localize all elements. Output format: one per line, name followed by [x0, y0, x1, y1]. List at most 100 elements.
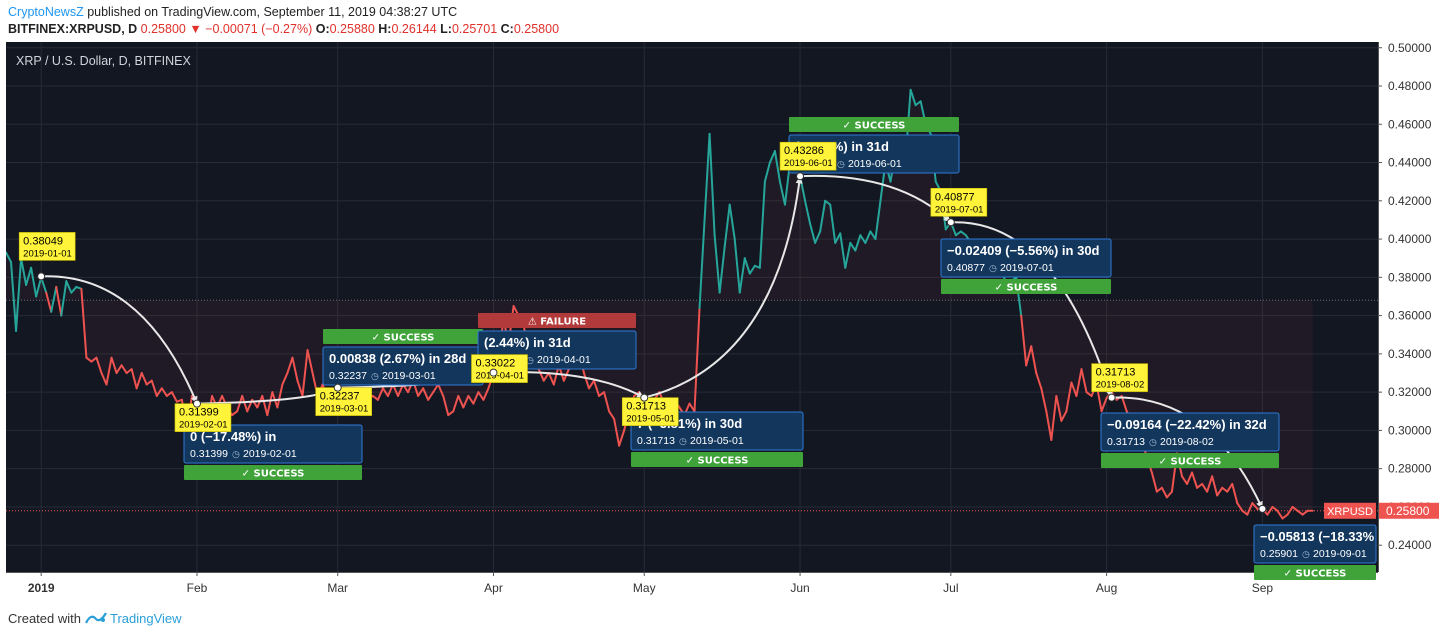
clock-icon: ◷: [232, 450, 240, 460]
price-segment: [864, 230, 872, 244]
chart-area[interactable]: 0.240000.260000.280000.300000.320000.340…: [5, 41, 1440, 600]
change-text: 0.00838 (2.67%) in 28d: [329, 351, 466, 366]
change-text: −0.05813 (−18.33%: [1260, 529, 1375, 544]
price-segment: [281, 372, 289, 386]
change-text: 0 (−17.48%) in: [190, 429, 276, 444]
point-dot: [1107, 393, 1116, 402]
price-segment: [1271, 505, 1279, 512]
price-segment: [613, 417, 621, 447]
end-price: 0.32237: [329, 370, 367, 382]
x-tick-label: May: [633, 581, 656, 595]
x-tick-label: Apr: [484, 581, 503, 595]
price-segment: [542, 372, 550, 382]
price-segment: [110, 356, 118, 375]
price-segment: [462, 394, 470, 409]
price-segment: [236, 394, 244, 413]
result-label: ✓ SUCCESS: [1284, 569, 1347, 580]
low-label: L:: [440, 22, 452, 36]
price-segment: [80, 287, 88, 359]
price-segment: [437, 383, 445, 397]
point-date: 2019-02-01: [179, 420, 228, 431]
x-tick-label: Mar: [327, 581, 348, 595]
price-segment: [1191, 471, 1199, 489]
price-chart[interactable]: 0.240000.260000.280000.300000.320000.340…: [5, 41, 1440, 600]
clock-icon: ◷: [989, 264, 997, 274]
price-segment: [10, 261, 18, 332]
clock-icon: ◷: [837, 160, 845, 170]
price-segment: [1276, 509, 1284, 520]
yellow-box: [174, 403, 232, 432]
callout-a1: ✓ SUCCESS 0 (−17.48%) in 0.31399 ◷ 2019-02-0…: [183, 424, 363, 480]
y-tick-label: 0.36000: [1388, 309, 1432, 323]
price-segment: [834, 232, 842, 244]
result-label: ⚠ FAILURE: [528, 317, 586, 328]
x-tick-label: Sep: [1252, 581, 1274, 595]
last-price: 0.25800: [140, 22, 186, 36]
y-tick-label: 0.28000: [1388, 462, 1432, 476]
point-date: 2019-05-01: [626, 414, 675, 425]
price-segment: [301, 349, 309, 397]
low-value: 0.25701: [451, 22, 498, 36]
point-dot: [489, 368, 498, 377]
y-tick-label: 0.38000: [1388, 270, 1432, 284]
price-segment: [733, 238, 741, 294]
price-segment: [1291, 505, 1299, 512]
close-value: 0.25800: [513, 22, 560, 36]
x-tick-label: 2019: [28, 581, 55, 595]
price-segment: [824, 199, 832, 206]
price-segment: [959, 230, 967, 237]
price-segment: [909, 88, 917, 107]
price-segment: [452, 394, 460, 413]
price-segment: [417, 387, 425, 397]
price-segment: [291, 356, 299, 382]
change-value: −0.00071 (−0.27%): [205, 22, 313, 36]
point-value: 0.33022: [475, 358, 515, 370]
price-segment: [718, 245, 726, 294]
arrow-a1: [41, 275, 198, 405]
price-segment: [547, 372, 555, 386]
result-bar: [323, 329, 483, 344]
end-date: 2019-04-01: [537, 354, 591, 366]
publish-line: CryptoNewsZ published on TradingView.com…: [8, 5, 457, 19]
end-price: 0.31713: [1107, 436, 1145, 448]
price-segment: [1100, 396, 1108, 413]
price-segment: [738, 257, 746, 294]
price-segment: [105, 356, 113, 386]
price-segment: [95, 356, 103, 375]
price-segment: [482, 387, 490, 401]
price-segment: [768, 150, 776, 164]
point-date: 2019-03-01: [320, 404, 369, 415]
callout-box: [1253, 524, 1377, 564]
price-segment: [266, 391, 274, 417]
clock-icon: ◷: [526, 356, 534, 366]
price-segment: [120, 364, 128, 375]
brand-link[interactable]: CryptoNewsZ: [8, 5, 84, 19]
clock-icon: ◷: [1302, 550, 1310, 560]
result-label: ✓ SUCCESS: [995, 283, 1058, 294]
price-segment: [1211, 475, 1219, 497]
price-segment: [723, 203, 731, 248]
last-price-tag-label: 0.25800: [1386, 504, 1430, 518]
point-value: 0.31713: [626, 401, 666, 413]
price-segment: [1150, 471, 1158, 493]
yellow-box: [779, 141, 837, 171]
price-segment: [261, 394, 269, 417]
tradingview-link[interactable]: TradingView: [110, 611, 182, 626]
result-bar: [631, 452, 803, 467]
price-segment: [874, 199, 882, 241]
price-segment: [844, 241, 852, 269]
price-segment: [1246, 502, 1254, 516]
price-segment: [1181, 475, 1189, 485]
result-bar: [1254, 565, 1376, 580]
price-segment: [1020, 314, 1028, 367]
price-segment: [306, 349, 314, 375]
price-segment: [713, 234, 721, 294]
price-segment: [1221, 486, 1229, 493]
price-segment: [1075, 368, 1083, 397]
price-segment: [1060, 410, 1068, 422]
price-segment: [693, 306, 701, 413]
callout-a7: ✓ SUCCESS −0.09164 (−22.42%) in 32d 0.3171…: [1100, 412, 1280, 468]
